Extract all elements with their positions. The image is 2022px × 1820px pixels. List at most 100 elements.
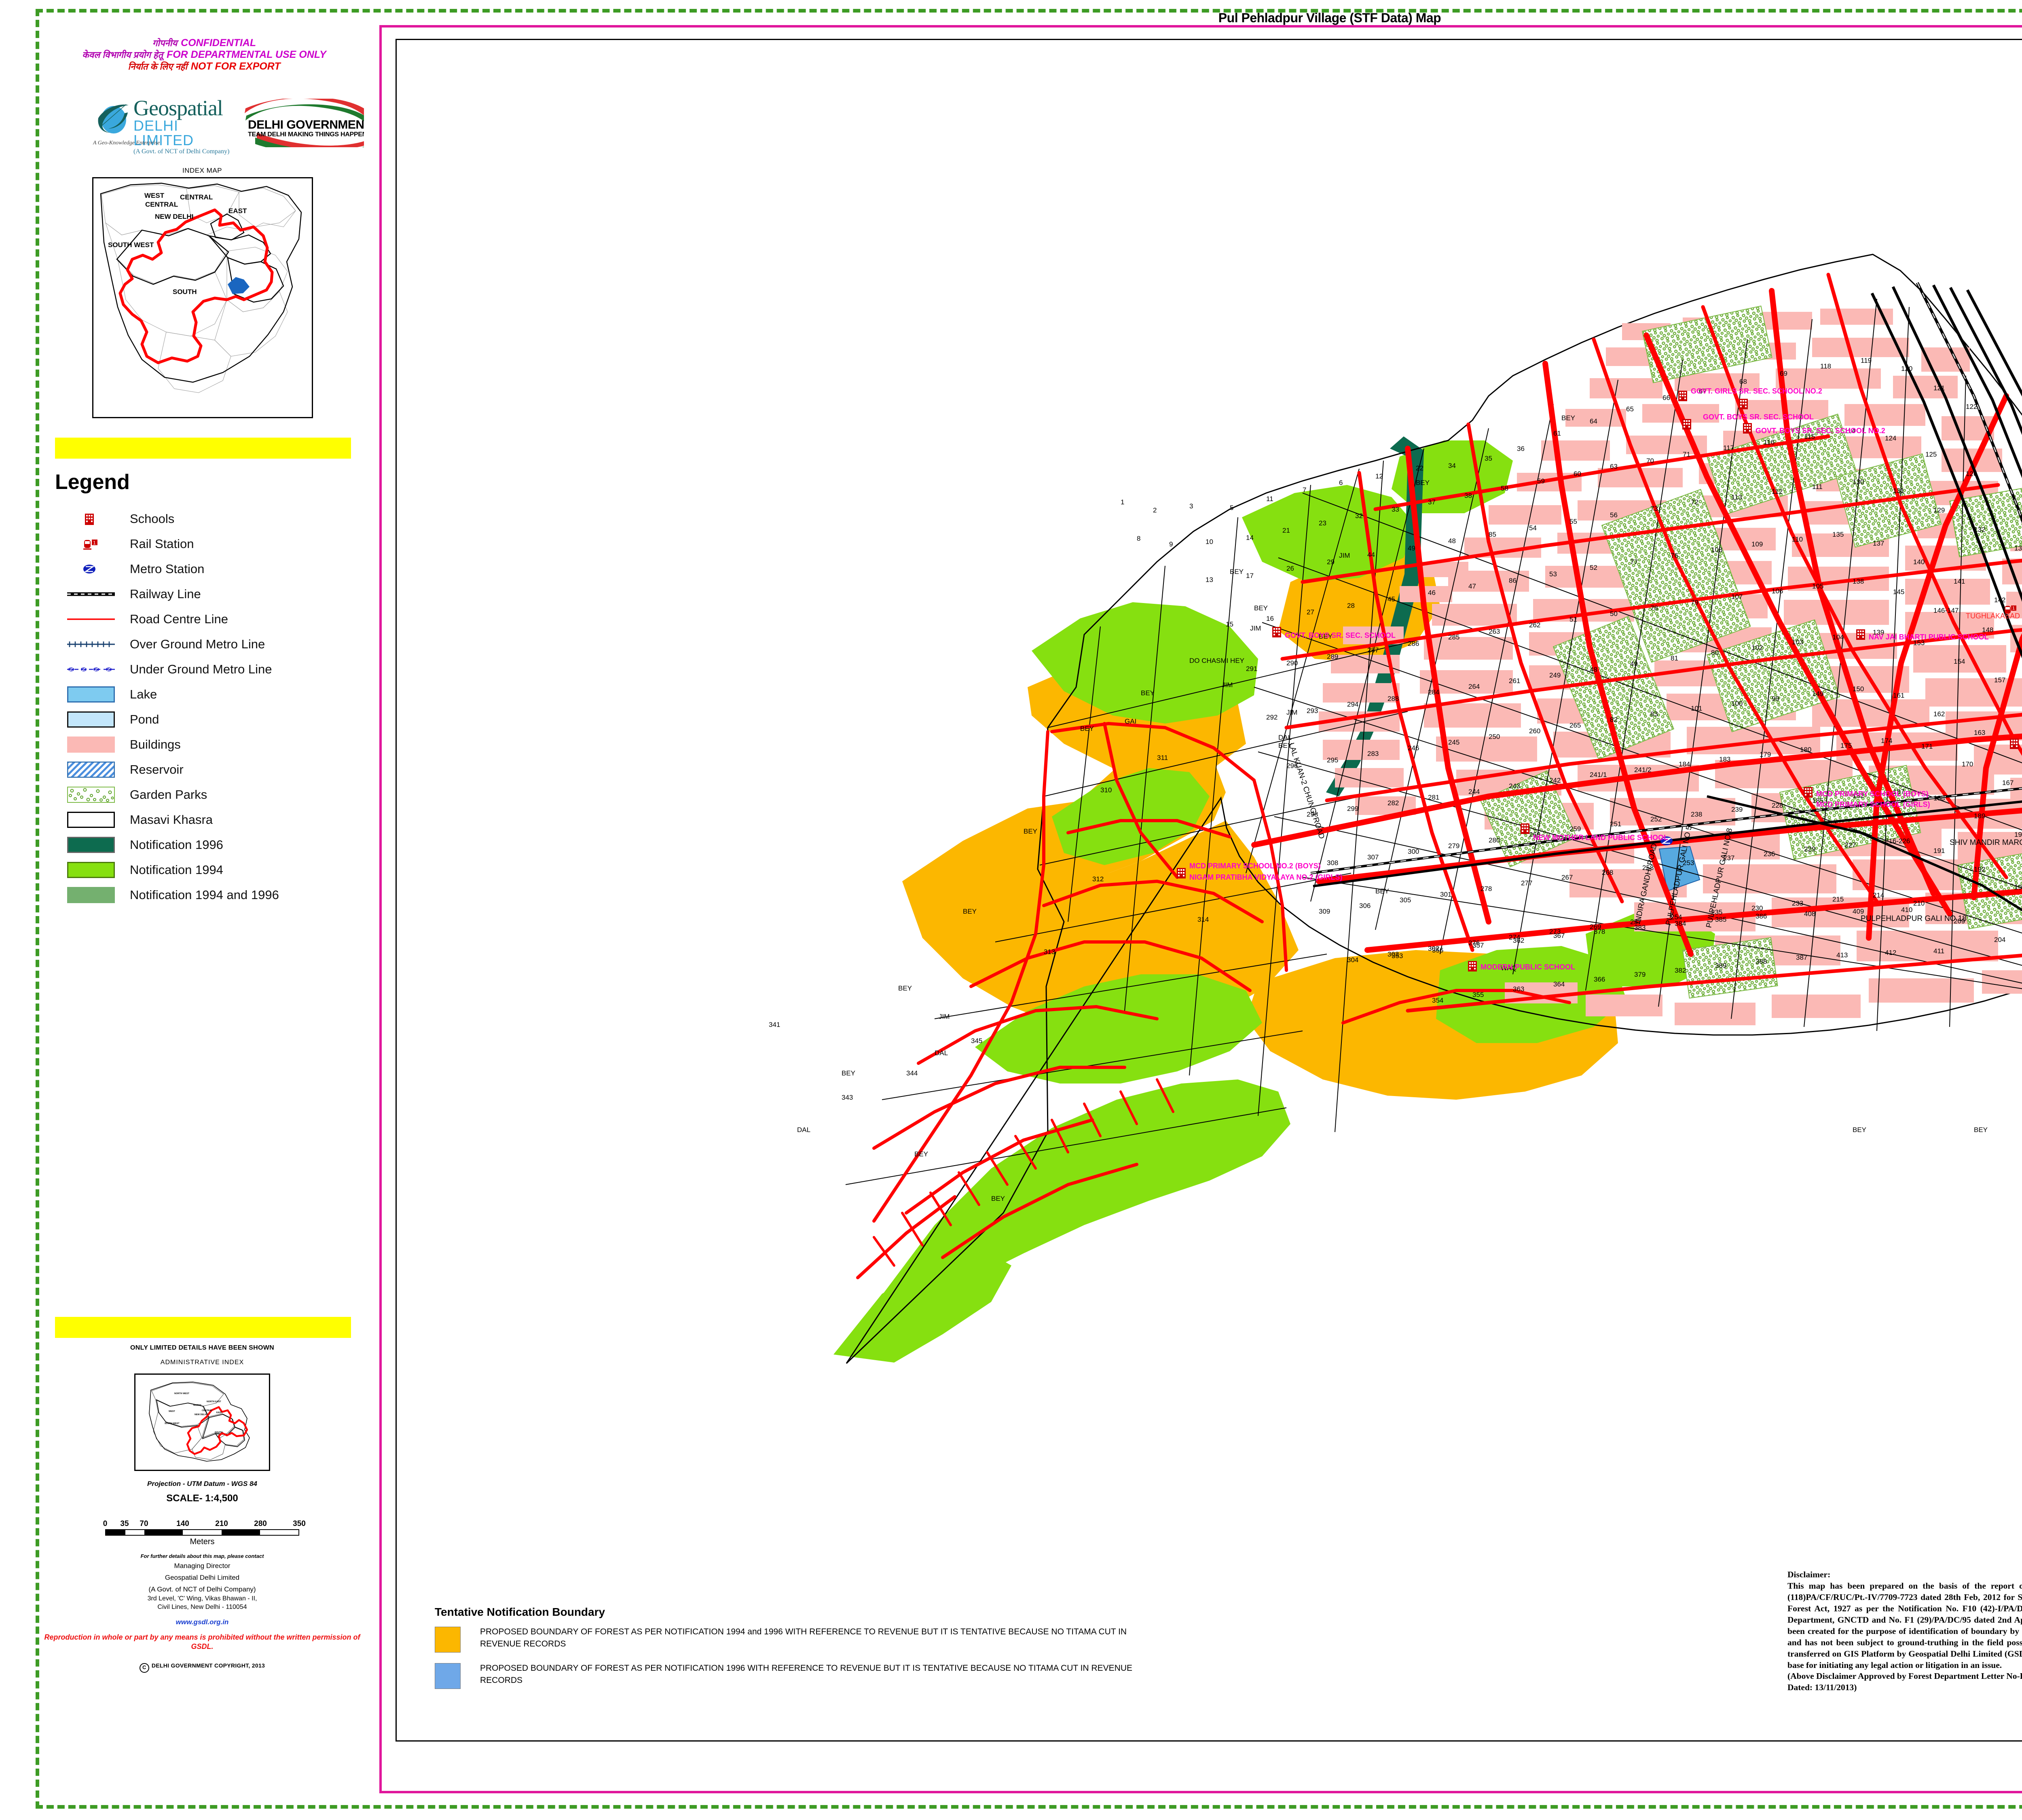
legend-label-masavi-khasra: Masavi Khasra bbox=[130, 813, 213, 827]
svg-text:175: 175 bbox=[1840, 742, 1852, 749]
svg-text:28: 28 bbox=[1347, 602, 1355, 609]
svg-text:JIM: JIM bbox=[939, 1013, 950, 1020]
svg-text:DAL: DAL bbox=[935, 1049, 948, 1057]
school-icon[interactable] bbox=[1856, 629, 1865, 640]
svg-text:9: 9 bbox=[1169, 540, 1173, 548]
svg-text:129: 129 bbox=[1933, 506, 1945, 514]
svg-text:50: 50 bbox=[1610, 610, 1618, 618]
tentative-boundary-swatch-blue bbox=[435, 1663, 461, 1689]
svg-text:1: 1 bbox=[93, 540, 96, 546]
svg-text:251: 251 bbox=[1610, 820, 1621, 828]
school-icon[interactable] bbox=[1804, 787, 1813, 798]
confidential-notice: गोपनीय CONFIDENTIAL केवल विभागीय प्रयोग … bbox=[57, 37, 352, 72]
scale-tick-70: 70 bbox=[140, 1519, 148, 1528]
legend-item-reservoir: Reservoir bbox=[55, 757, 354, 782]
school-icon[interactable] bbox=[1468, 961, 1477, 971]
layer-railway-dash bbox=[1310, 282, 2022, 874]
svg-text:154: 154 bbox=[1954, 658, 1965, 665]
school-icon[interactable] bbox=[1177, 868, 1186, 878]
svg-text:EAST: EAST bbox=[228, 207, 247, 215]
svg-text:235: 235 bbox=[1711, 908, 1722, 916]
svg-text:287: 287 bbox=[1367, 646, 1379, 654]
svg-text:379: 379 bbox=[1634, 971, 1646, 978]
svg-text:289: 289 bbox=[1327, 653, 1338, 660]
svg-text:284: 284 bbox=[1428, 688, 1439, 696]
svg-text:79: 79 bbox=[1691, 599, 1698, 606]
svg-text:122: 122 bbox=[1966, 403, 1977, 411]
svg-text:266: 266 bbox=[1529, 831, 1540, 838]
svg-text:283: 283 bbox=[1367, 750, 1379, 758]
legend-label-notification-1996: Notification 1996 bbox=[130, 838, 223, 852]
layer-khasra-grid bbox=[846, 254, 2022, 1364]
svg-text:149: 149 bbox=[1812, 690, 1823, 698]
svg-text:72: 72 bbox=[1691, 498, 1698, 506]
scale-tick-140: 140 bbox=[176, 1519, 189, 1528]
svg-text:305: 305 bbox=[1400, 896, 1411, 904]
svg-text:100: 100 bbox=[1731, 700, 1743, 707]
legend-list: Schools 1 Rail Station Met bbox=[55, 506, 354, 908]
svg-text:236: 236 bbox=[1764, 850, 1775, 858]
svg-text:410: 410 bbox=[1901, 906, 1912, 914]
school-icon[interactable] bbox=[1272, 627, 1281, 637]
svg-text:150: 150 bbox=[1853, 685, 1864, 693]
svg-text:383: 383 bbox=[1634, 924, 1646, 931]
svg-text:60: 60 bbox=[1574, 470, 1581, 478]
svg-text:341: 341 bbox=[769, 1021, 780, 1029]
scale-bar-units: Meters bbox=[190, 1537, 215, 1546]
map-canvas[interactable]: 1 bbox=[396, 39, 2022, 1742]
school-label: MCD PRIMARY SCHOOL NO.2 (BOYS) bbox=[1189, 862, 1321, 870]
svg-text:73: 73 bbox=[1650, 505, 1658, 512]
svg-text:BEY: BEY bbox=[842, 1069, 855, 1077]
yellow-divider-top bbox=[55, 438, 351, 459]
svg-text:14: 14 bbox=[1246, 534, 1254, 542]
svg-text:47: 47 bbox=[1468, 582, 1476, 590]
svg-text:141: 141 bbox=[1954, 578, 1965, 585]
svg-text:170: 170 bbox=[1962, 760, 1973, 768]
svg-text:259: 259 bbox=[1569, 825, 1581, 833]
svg-text:233: 233 bbox=[1792, 899, 1803, 907]
school-icon[interactable] bbox=[1678, 391, 1687, 401]
layer-poi[interactable]: GOVT. GIRLS SR. SEC. SCHOOL NO.2 GOVT. B… bbox=[1177, 387, 2022, 971]
svg-text:298: 298 bbox=[1307, 811, 1318, 818]
svg-text:249: 249 bbox=[1549, 671, 1561, 679]
delhi-gov-tagline: TEAM DELHI MAKING THINGS HAPPEN bbox=[248, 131, 364, 138]
svg-text:109: 109 bbox=[1751, 540, 1763, 548]
school-icon[interactable] bbox=[1739, 399, 1748, 409]
svg-text:108: 108 bbox=[1711, 546, 1722, 554]
svg-text:388: 388 bbox=[1756, 958, 1767, 965]
svg-text:132: 132 bbox=[1974, 526, 1985, 533]
svg-text:344: 344 bbox=[906, 1069, 918, 1077]
svg-text:BEY: BEY bbox=[963, 908, 977, 915]
contact-block: For further details about this map, plea… bbox=[40, 1553, 364, 1612]
svg-text:180: 180 bbox=[1800, 746, 1811, 753]
svg-text:171: 171 bbox=[1921, 743, 1933, 750]
svg-text:269: 269 bbox=[1590, 923, 1601, 931]
legend-label-railway-line: Railway Line bbox=[130, 587, 201, 601]
school-icon[interactable] bbox=[1521, 823, 1529, 834]
legend-item-notification-1996: Notification 1996 bbox=[55, 832, 354, 857]
svg-text:262: 262 bbox=[1529, 621, 1540, 629]
svg-text:295: 295 bbox=[1327, 756, 1338, 764]
school-icon[interactable] bbox=[1682, 419, 1691, 430]
disclaimer-heading: Disclaimer: bbox=[1787, 1570, 1831, 1579]
svg-text:99: 99 bbox=[1772, 695, 1779, 703]
metro-station-icon bbox=[67, 561, 115, 577]
village-map-graphic[interactable]: 1 bbox=[397, 40, 2022, 1740]
svg-text:BEY: BEY bbox=[1141, 689, 1155, 697]
svg-text:102: 102 bbox=[1751, 644, 1763, 652]
svg-text:244: 244 bbox=[1468, 788, 1480, 796]
road-label: SHIV MANDIR MARG bbox=[1950, 838, 2022, 847]
left-information-panel: गोपनीय CONFIDENTIAL केवल विभागीय प्रयोग … bbox=[40, 14, 364, 1805]
svg-text:131: 131 bbox=[1893, 487, 1904, 495]
svg-text:183: 183 bbox=[1719, 756, 1730, 763]
website-link[interactable]: www.gsdl.org.in bbox=[176, 1618, 229, 1626]
school-icon[interactable] bbox=[2010, 739, 2019, 749]
svg-text:17: 17 bbox=[1246, 572, 1254, 580]
svg-text:389: 389 bbox=[1715, 962, 1726, 969]
school-icon[interactable] bbox=[1743, 423, 1752, 434]
gsdl-tagline: A Geo-Knowledge Enterprise bbox=[93, 140, 160, 146]
svg-text:228: 228 bbox=[1772, 802, 1783, 809]
page-title: Pul Pehladpur Village (STF Data) Map bbox=[1218, 11, 1441, 25]
